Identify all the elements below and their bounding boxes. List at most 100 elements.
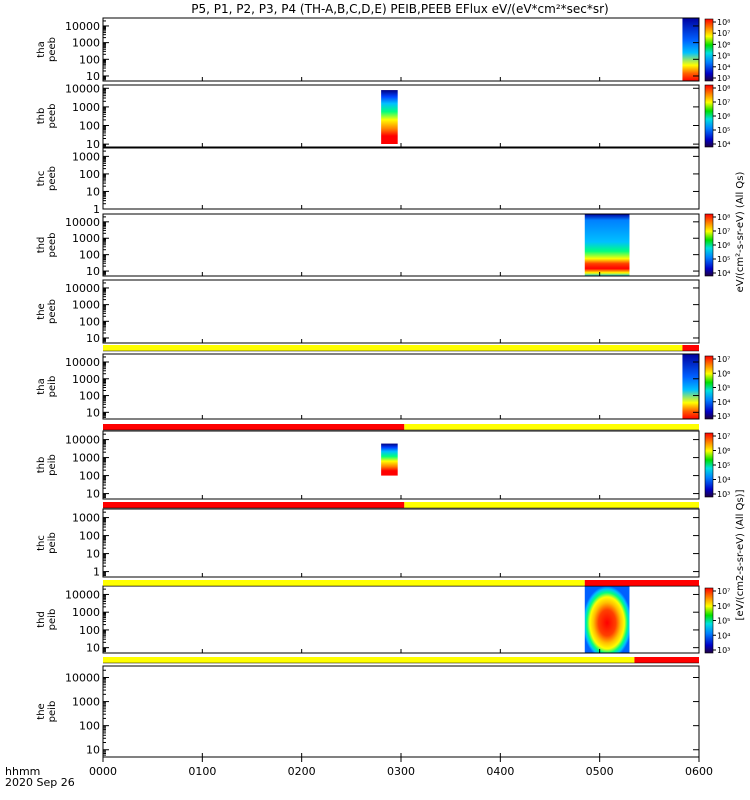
y-axis-label-product: peib [47,701,58,723]
status-segment [634,657,699,663]
panels-layer: 10100100010000thapeeb10100100010000thbpe… [36,17,700,758]
panel-thd-peeb: 10 100 1000 10000 thdpeeb [36,213,700,278]
colorbar-tick-label: 10⁵ [717,255,730,264]
data-block-thd-peeb [584,214,630,276]
plot-title: P5, P1, P2, P3, P4 (TH-A,B,C,D,E) PEIB,P… [191,2,608,16]
y-tick-label: 10 [86,642,100,655]
time-tick-label: 0500 [586,765,614,778]
y-tick-label: 10 [86,548,100,561]
colorbar-tick-label: 10⁴ [717,398,730,407]
data-block-thb-peib [381,443,398,476]
y-axis-label-product: peeb [47,104,58,129]
colorbars-layer: 10³10⁴10⁵10⁶10⁷10⁸10⁴10⁵10⁶10⁷10⁸10⁴10⁵1… [704,18,730,655]
y-tick-label: 10 [86,185,100,198]
y-tick-label: 10 [86,406,100,419]
y-axis-label-product: peeb [47,299,58,324]
y-axis-label: thdpeeb [36,233,58,258]
colorbar-tick-label: 10⁴ [717,631,730,640]
colorbar-thd-peeb: 10⁴ 10⁵ 10⁶ 10⁷ 10⁸ [704,213,730,278]
colorbar-tick-label: 10³ [717,412,730,421]
y-axis-label-product: peib [47,454,58,476]
y-axis-label-probe: thb [36,108,47,125]
colorbar-tick-label: 10⁷ [717,29,730,38]
y-tick-label: 100 [79,168,100,181]
y-tick-label: 100 [79,53,100,66]
time-tick-label: 0100 [188,765,216,778]
colorbar-tick-label: 10⁷ [717,227,730,236]
colorbar-tick-label: 10⁵ [717,617,730,626]
y-tick-label: 10 [86,488,100,501]
y-tick-label: 10000 [65,434,100,447]
colorbar-strip [704,84,714,148]
colorbar-tick-label: 10⁴ [717,140,730,149]
colorbar-tick-label: 10⁷ [717,432,730,441]
colorbar-thb-peeb: 10⁴ 10⁵ 10⁶ 10⁷ 10⁸ [704,84,730,149]
status-bar-3 [103,502,699,509]
status-segment [404,502,699,508]
colorbar-tha-peib: 10³ 10⁴ 10⁵ 10⁶ 10⁷ [704,355,730,421]
y-tick-label: 1000 [72,696,100,709]
y-axis-label-probe: tha [36,41,47,57]
status-segment [103,345,683,351]
colorbar-tick-label: 10⁸ [717,18,730,27]
y-axis-label-probe: tha [36,378,47,394]
colorbar-tick-label: 10⁴ [717,269,730,278]
panel-thb-peeb: 10 100 1000 10000 thbpeeb [36,82,700,151]
colorbar-tick-label: 10⁷ [717,355,730,364]
colorbar-strip [704,432,714,498]
colorbar-tick-label: 10⁴ [717,476,730,485]
colorbar-tick-label: 10⁴ [717,63,730,72]
colorbar-thd-peib: 10³ 10⁴ 10⁵ 10⁶ 10⁷ [704,587,730,655]
status-segment [682,345,699,351]
y-axis-label-product: peib [47,376,58,398]
colorbar-tick-label: 10³ [717,490,730,499]
y-tick-label: 100 [79,120,100,133]
data-block-tha-peib [682,354,699,419]
status-segment [103,424,405,430]
y-tick-label: 100 [79,315,100,328]
panel-the-peib: 10 100 1000 10000 thepeib [36,665,700,758]
status-segment [584,580,699,586]
y-tick-label: 1000 [72,299,100,312]
colorbar-tick-label: 10⁶ [717,602,730,611]
colorbar-units-peib: [eV/(cm2-s-sr-eV) (All Qs)] [735,489,746,620]
y-tick-label: 10000 [65,588,100,601]
colorbar-tick-label: 10⁵ [717,52,730,61]
status-segment [103,502,405,508]
colorbar-tick-label: 10⁸ [717,213,730,222]
y-tick-label: 100 [79,470,100,483]
panel-frame [102,84,700,148]
y-axis-label: thbpeib [36,454,58,476]
panel-thc-peib: 1 10 100 1000 thcpeib [36,508,700,579]
y-tick-label: 10 [86,70,100,83]
panel-frame [102,508,700,578]
y-axis-label: thapeeb [36,37,58,62]
colorbar-tick-label: 10³ [717,646,730,655]
colorbar-strip [704,355,714,420]
y-axis-label: thbpeeb [36,104,58,129]
y-tick-label: 100 [79,530,100,543]
time-axis: 0000 0100 0200 0300 0400 0500 0600 [89,757,713,778]
colorbar-tick-label: 10³ [717,74,730,83]
y-tick-label: 1 [93,566,100,579]
status-bar-1 [103,345,699,352]
y-axis-label: thepeib [36,701,58,723]
y-axis-label-product: peeb [47,166,58,191]
status-segment [103,580,585,586]
data-block-thb-peeb [381,90,398,144]
colorbar-strip [704,18,714,82]
colorbar-tick-label: 10⁶ [717,112,730,121]
y-axis-label: thcpeib [36,532,58,554]
data-block-tha-peeb [682,18,699,81]
panel-frame [102,279,700,344]
panel-frame [102,665,700,758]
time-tick-label: 0400 [486,765,514,778]
status-bar-4 [103,580,699,587]
colorbar-tick-label: 10⁶ [717,369,730,378]
y-tick-label: 100 [79,624,100,637]
y-tick-label: 10000 [65,671,100,684]
colorbar-tick-label: 10⁷ [717,587,730,596]
y-tick-label: 10000 [65,356,100,369]
colorbar-tick-label: 10⁶ [717,241,730,250]
